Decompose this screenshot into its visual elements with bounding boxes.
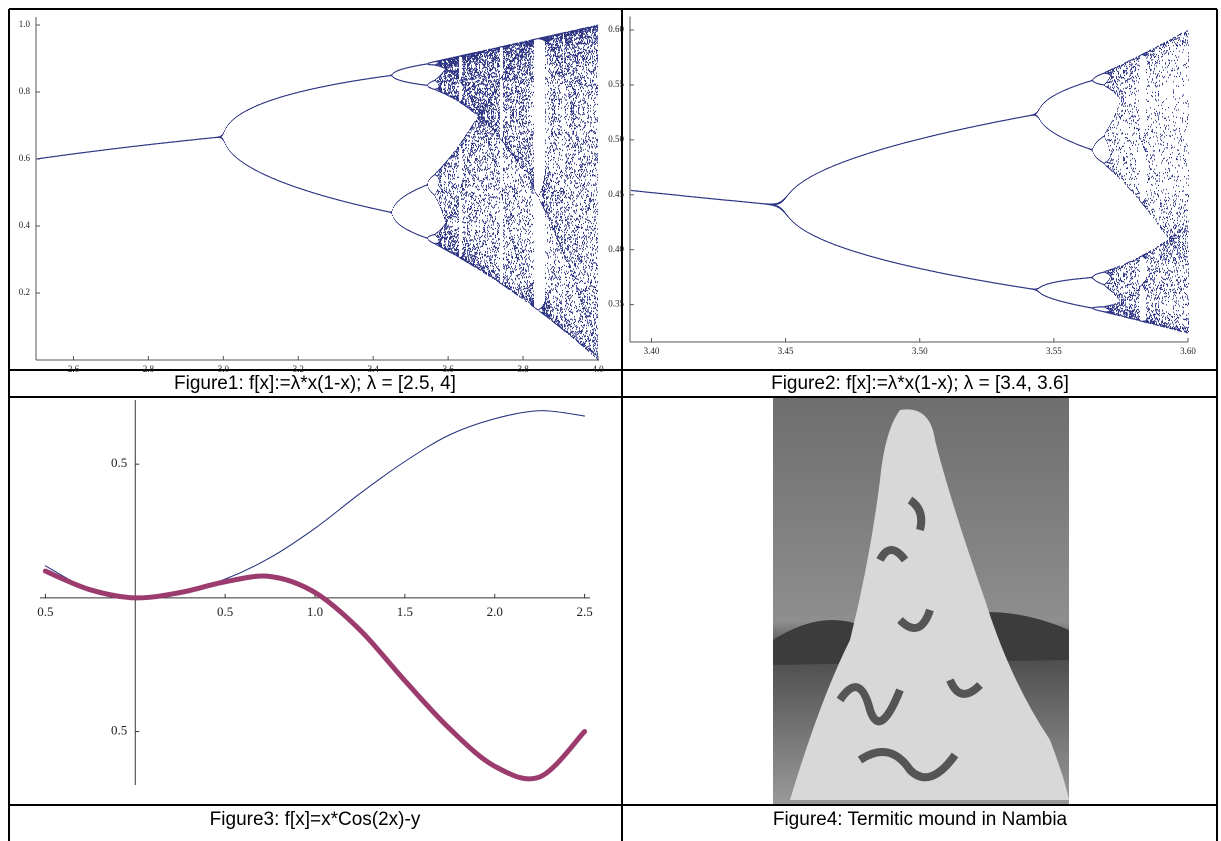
y-tick-label: 1.0 xyxy=(19,19,31,29)
x-tick-label: 3.6 xyxy=(443,364,455,374)
caption: Figure1: f[x]:=λ*x(1-x); λ = [2.5, 4] xyxy=(174,373,456,394)
y-tick-label: 0.45 xyxy=(608,189,624,199)
x-tick-label: 1.5 xyxy=(397,604,413,619)
x-tick-label: 3.50 xyxy=(912,346,928,356)
x-tick-label: 3.8 xyxy=(517,364,529,374)
x-tick-label: 0.5 xyxy=(37,604,53,619)
x-tick-label: 2.8 xyxy=(143,364,155,374)
y-tick-label: 0.55 xyxy=(608,79,624,89)
x-tick-label: 2.5 xyxy=(576,604,592,619)
line-series xyxy=(44,410,586,599)
x-tick-label: 3.45 xyxy=(778,346,794,356)
x-tick-label: 4.0 xyxy=(592,364,604,374)
y-tick-label: 0.8 xyxy=(19,86,31,96)
y-tick-label: 0.50 xyxy=(608,134,624,144)
table-border xyxy=(8,8,1218,841)
x-tick-label: 1.0 xyxy=(307,604,323,619)
x-tick-label: 3.2 xyxy=(293,364,304,374)
y-tick-label: 0.4 xyxy=(19,220,31,230)
x-tick-label: 3.60 xyxy=(1180,346,1196,356)
caption: Figure2: f[x]:=λ*x(1-x); λ = [3.4, 3.6] xyxy=(771,373,1069,394)
line-series xyxy=(42,568,588,782)
x-tick-label: 3.4 xyxy=(368,364,380,374)
x-tick-label: 3.0 xyxy=(218,364,230,374)
bifurcation-points xyxy=(631,30,1189,334)
bifurcation-points xyxy=(37,24,599,361)
x-tick-label: 2.6 xyxy=(68,364,80,374)
photo xyxy=(773,398,1069,805)
y-tick-label: 0.6 xyxy=(19,153,31,163)
y-tick-label: 0.60 xyxy=(608,24,624,34)
y-tick-label: 0.5 xyxy=(111,723,127,738)
y-tick-label: 0.40 xyxy=(608,244,624,254)
y-tick-label: 0.5 xyxy=(111,455,127,470)
y-tick-label: 0.35 xyxy=(608,299,624,309)
x-tick-label: 2.0 xyxy=(487,604,503,619)
y-tick-label: 0.2 xyxy=(19,287,30,297)
caption: Figure4: Termitic mound in Nambia xyxy=(773,809,1068,830)
caption: Figure3: f[x]=x*Cos(2x)-y xyxy=(210,809,421,830)
x-tick-label: 3.40 xyxy=(644,346,660,356)
x-tick-label: 0.5 xyxy=(217,604,233,619)
x-tick-label: 3.55 xyxy=(1046,346,1062,356)
